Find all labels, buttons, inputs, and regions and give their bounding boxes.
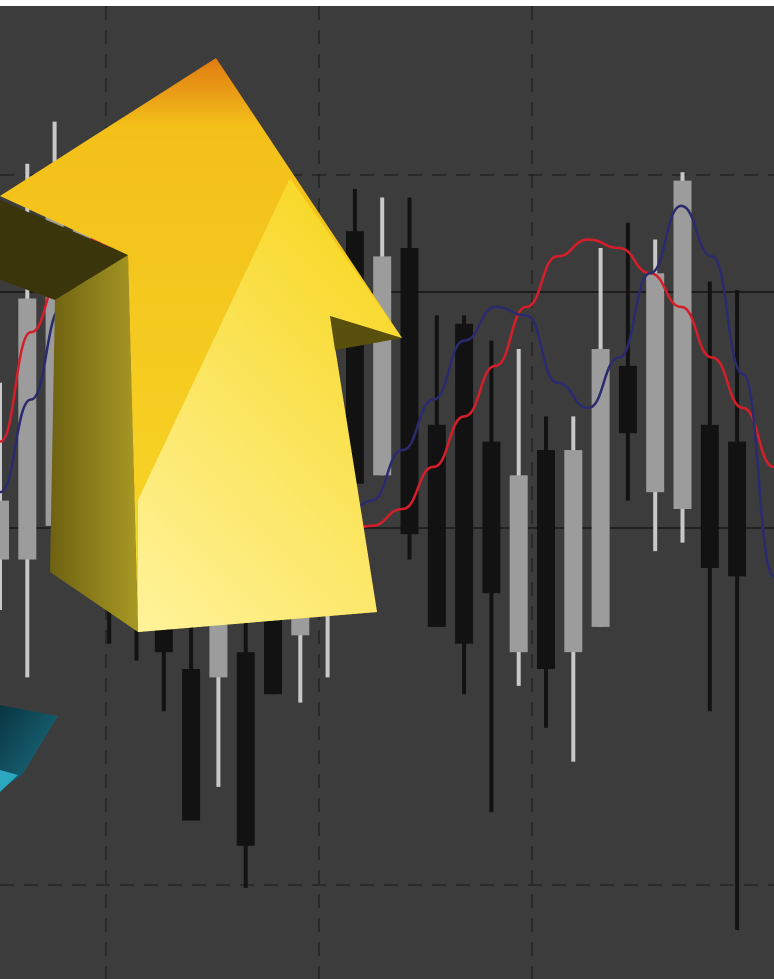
teal-highlight — [0, 770, 18, 792]
candle-body — [236, 652, 255, 846]
up-arrow-icon — [0, 58, 402, 632]
candle-body — [400, 247, 419, 535]
candle-body — [482, 441, 501, 594]
candle-body — [509, 475, 528, 653]
candle-body — [0, 500, 9, 560]
candle-body — [182, 668, 201, 821]
candle-body — [427, 424, 446, 627]
arrow-light-face — [138, 178, 402, 632]
candle-body — [537, 450, 555, 669]
candle-body — [564, 450, 583, 653]
candle-body — [373, 256, 392, 476]
teal-shape — [0, 705, 58, 790]
candle-body — [18, 298, 37, 560]
candle-body — [455, 323, 474, 644]
candle-body — [728, 441, 747, 577]
candle-body — [618, 365, 637, 434]
candle-body — [646, 273, 665, 493]
arrow-inner-notch — [330, 316, 402, 350]
candle-body — [700, 424, 719, 568]
candle-body — [591, 349, 610, 627]
arrow-left-side — [50, 255, 138, 632]
arrow-back-face — [0, 200, 128, 300]
candle-body — [673, 180, 692, 509]
